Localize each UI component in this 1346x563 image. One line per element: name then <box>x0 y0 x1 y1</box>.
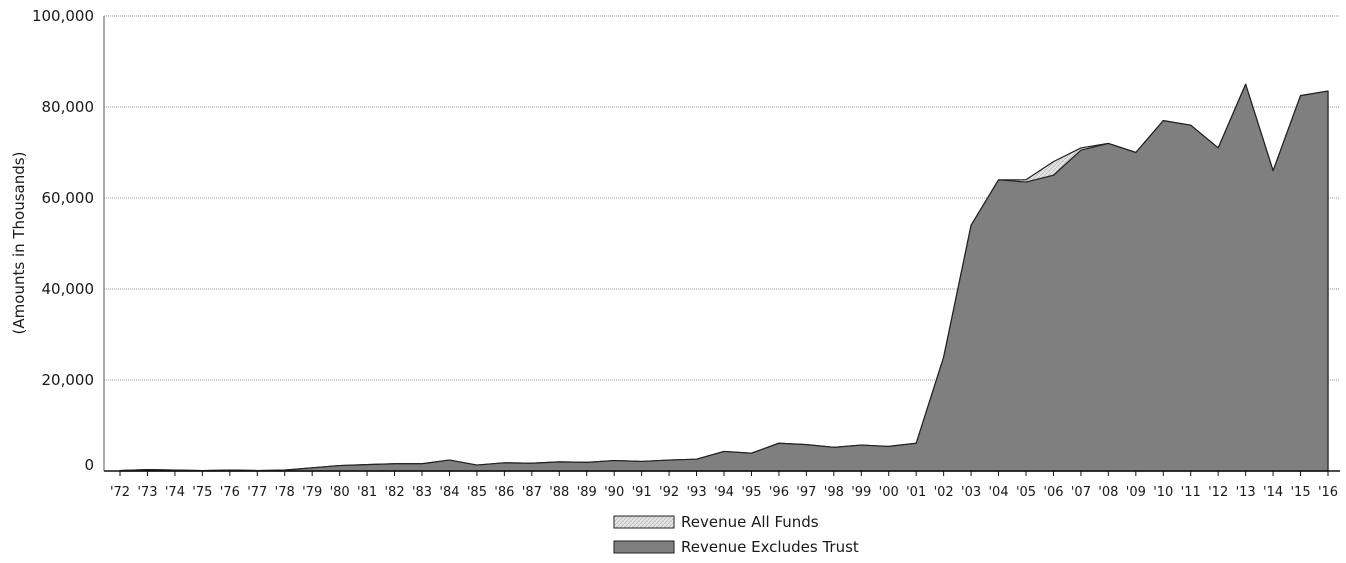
x-tick-label: '90 <box>604 485 624 500</box>
x-tick-label: '77 <box>247 485 267 500</box>
x-tick-label: '06 <box>1043 485 1063 500</box>
x-tick-label: '03 <box>961 485 981 500</box>
x-tick-label: '97 <box>796 485 816 500</box>
legend-swatch <box>613 540 675 554</box>
x-tick-label: '13 <box>1236 485 1256 500</box>
x-tick-label: '76 <box>220 485 240 500</box>
x-tick-label: '85 <box>467 485 487 500</box>
x-tick-labels: '72 '73 '74 '75 '76 '77 '78 '79 '80 '81 '82 '83 '84 '… <box>110 485 1338 500</box>
x-tick-label: '87 <box>522 485 542 500</box>
x-tick-label: '78 <box>275 485 295 500</box>
y-axis-label: (Amounts in Thousands) <box>10 152 28 335</box>
x-tick-label: '15 <box>1290 485 1310 500</box>
x-tick-label: '72 <box>110 485 130 500</box>
x-tick-label: '95 <box>741 485 761 500</box>
x-tick-label: '11 <box>1181 485 1201 500</box>
x-tick-label: '91 <box>632 485 652 500</box>
x-tick-label: '08 <box>1098 485 1118 500</box>
legend-item-revenue-all-funds: Revenue All Funds <box>613 513 819 531</box>
x-tick-label: '96 <box>769 485 789 500</box>
x-tick-label: '89 <box>577 485 597 500</box>
x-tick-label: '75 <box>192 485 212 500</box>
x-tick-label: '16 <box>1318 485 1338 500</box>
x-tick-label: '05 <box>1016 485 1036 500</box>
x-tick-label: '93 <box>686 485 706 500</box>
legend-label: Revenue All Funds <box>681 513 819 531</box>
x-tick-label: '88 <box>549 485 569 500</box>
x-tick-label: '99 <box>851 485 871 500</box>
x-tick-label: '86 <box>494 485 514 500</box>
x-tick-label: '80 <box>330 485 350 500</box>
y-tick-label: 60,000 <box>42 189 95 207</box>
x-tick-label: '09 <box>1126 485 1146 500</box>
x-tick-label: '00 <box>879 485 899 500</box>
legend-item-revenue-excludes-trust: Revenue Excludes Trust <box>613 538 859 556</box>
x-tick-label: '84 <box>439 485 459 500</box>
legend-label: Revenue Excludes Trust <box>681 538 859 556</box>
y-tick-label: 40,000 <box>42 280 95 298</box>
x-tick-label: '98 <box>824 485 844 500</box>
x-tick-label: '94 <box>714 485 734 500</box>
x-tick-label: '01 <box>906 485 926 500</box>
y-tick-label: 100,000 <box>32 7 94 25</box>
x-tick-label: '83 <box>412 485 432 500</box>
x-tick-label: '12 <box>1208 485 1228 500</box>
axes <box>103 16 1340 476</box>
x-tick-label: '07 <box>1071 485 1091 500</box>
x-tick-label: '10 <box>1153 485 1173 500</box>
y-tick-label: 20,000 <box>42 371 95 389</box>
y-tick-labels: 0 20,000 40,000 60,000 80,000 100,000 <box>32 7 94 474</box>
x-tick-label: '14 <box>1263 485 1283 500</box>
x-tick-label: '79 <box>302 485 322 500</box>
x-tick-label: '82 <box>384 485 404 500</box>
x-tick-label: '74 <box>165 485 185 500</box>
x-tick-label: '02 <box>934 485 954 500</box>
y-tick-label: 0 <box>84 456 94 474</box>
area-series-revenue-excludes-trust <box>119 83 1329 472</box>
x-tick-label: '81 <box>357 485 377 500</box>
y-tick-label: 80,000 <box>42 98 95 116</box>
legend: Revenue All Funds Revenue Excludes Trust <box>613 513 859 556</box>
x-tick-label: '04 <box>988 485 1008 500</box>
x-tick-label: '92 <box>659 485 679 500</box>
area-series-layer <box>119 83 1329 472</box>
legend-swatch <box>613 515 675 529</box>
x-tick-label: '73 <box>137 485 157 500</box>
